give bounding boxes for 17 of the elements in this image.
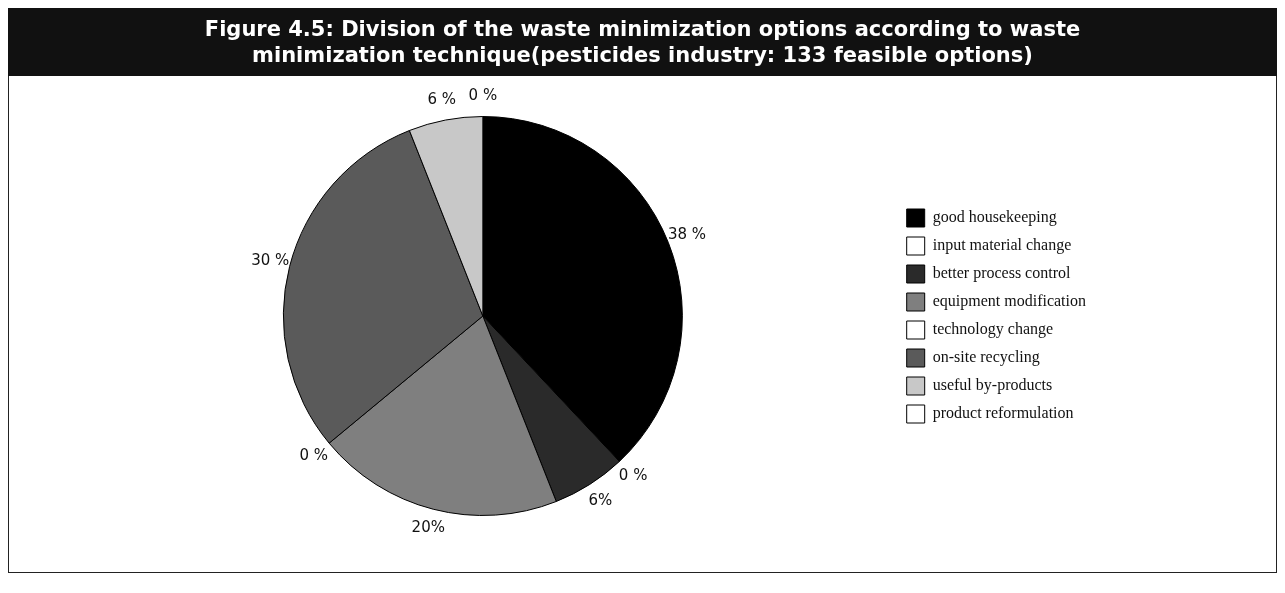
legend-label: better process control xyxy=(932,264,1071,283)
legend-label: equipment modification xyxy=(932,292,1086,311)
legend-label: useful by-products xyxy=(932,376,1053,395)
legend-label: product reformulation xyxy=(932,404,1074,423)
text: 0 % xyxy=(299,445,329,464)
data-label: 6 % xyxy=(427,90,457,109)
data-label: 20% xyxy=(411,518,445,537)
text: 0 % xyxy=(618,465,648,484)
legend-label: good housekeeping xyxy=(932,208,1057,227)
chart-title: Figure 4.5: Division of the waste minimization options according to waste minimization technique(pesticides industry: 133 feasible options) xyxy=(8,8,1277,76)
data-label: 38 % xyxy=(667,225,706,244)
data-label: 6% xyxy=(588,491,613,510)
legend-label: input material change xyxy=(932,236,1072,255)
legend-label: on-site recycling xyxy=(932,348,1040,367)
data-label: 30 % xyxy=(251,251,290,270)
text: 0 % xyxy=(468,86,498,105)
legend-label: technology change xyxy=(932,320,1054,339)
